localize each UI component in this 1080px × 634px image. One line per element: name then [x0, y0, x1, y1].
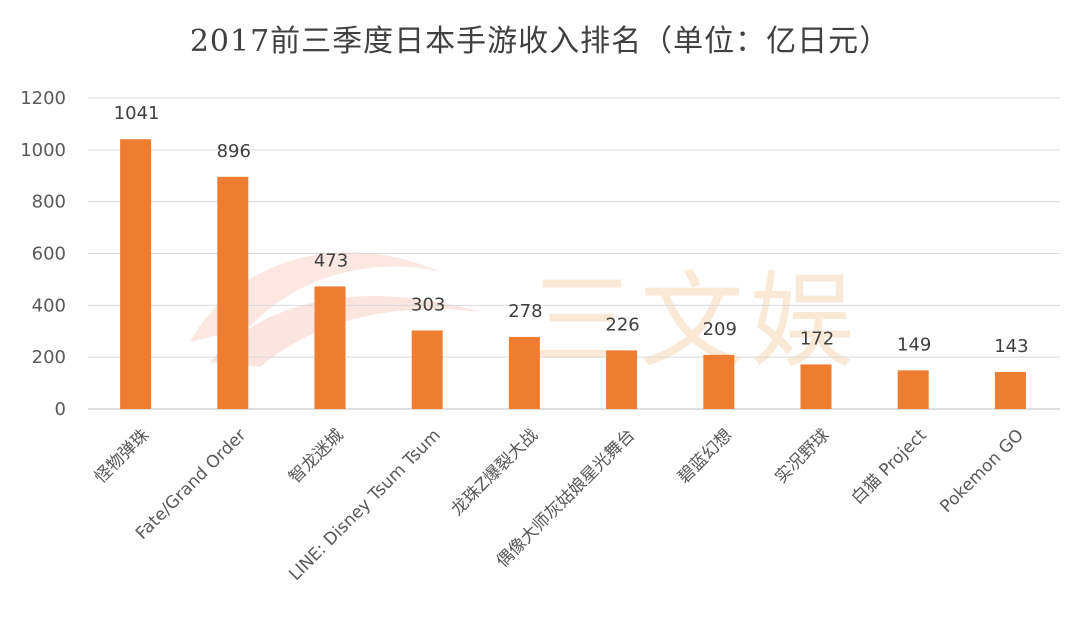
data-label: 172 [800, 328, 834, 349]
bar [411, 330, 443, 409]
data-label: 149 [897, 334, 931, 355]
data-label: 473 [314, 250, 348, 271]
bar [800, 364, 832, 409]
y-tick-label: 600 [32, 244, 66, 265]
category-label: 白猫 Project [848, 425, 931, 508]
watermark-text: 三文娱 [530, 260, 861, 382]
data-label: 896 [217, 141, 251, 162]
watermark-logo-icon [190, 252, 480, 367]
category-label: 龙珠Z爆裂大战 [447, 425, 542, 520]
y-tick-label: 1200 [20, 88, 66, 109]
data-label: 226 [605, 314, 639, 335]
y-tick-label: 1000 [20, 140, 66, 161]
category-label: 碧蓝幻想 [674, 425, 736, 487]
chart-title: 2017前三季度日本手游收入排名（单位：亿日元） [189, 24, 891, 59]
data-label: 143 [994, 336, 1028, 357]
bar [897, 370, 929, 409]
data-label: 1041 [114, 103, 160, 124]
bar [217, 176, 249, 409]
category-label: Fate/Grand Order [132, 425, 250, 543]
category-label: 怪物弹珠 [91, 425, 153, 487]
bar [120, 139, 152, 409]
data-label: 303 [411, 294, 445, 315]
bar [508, 336, 540, 409]
bar [994, 371, 1026, 409]
y-tick-label: 800 [32, 192, 66, 213]
y-tick-label: 200 [32, 347, 66, 368]
y-tick-label: 400 [32, 295, 66, 316]
category-label: Pokemon GO [936, 425, 1028, 517]
category-label: 智龙迷城 [285, 425, 347, 487]
y-tick-label: 0 [55, 399, 66, 420]
data-label: 209 [703, 319, 737, 340]
category-label: 实况野球 [771, 425, 833, 487]
bar [606, 350, 638, 409]
data-label: 278 [508, 301, 542, 322]
bar [703, 354, 735, 409]
bar [314, 286, 346, 409]
